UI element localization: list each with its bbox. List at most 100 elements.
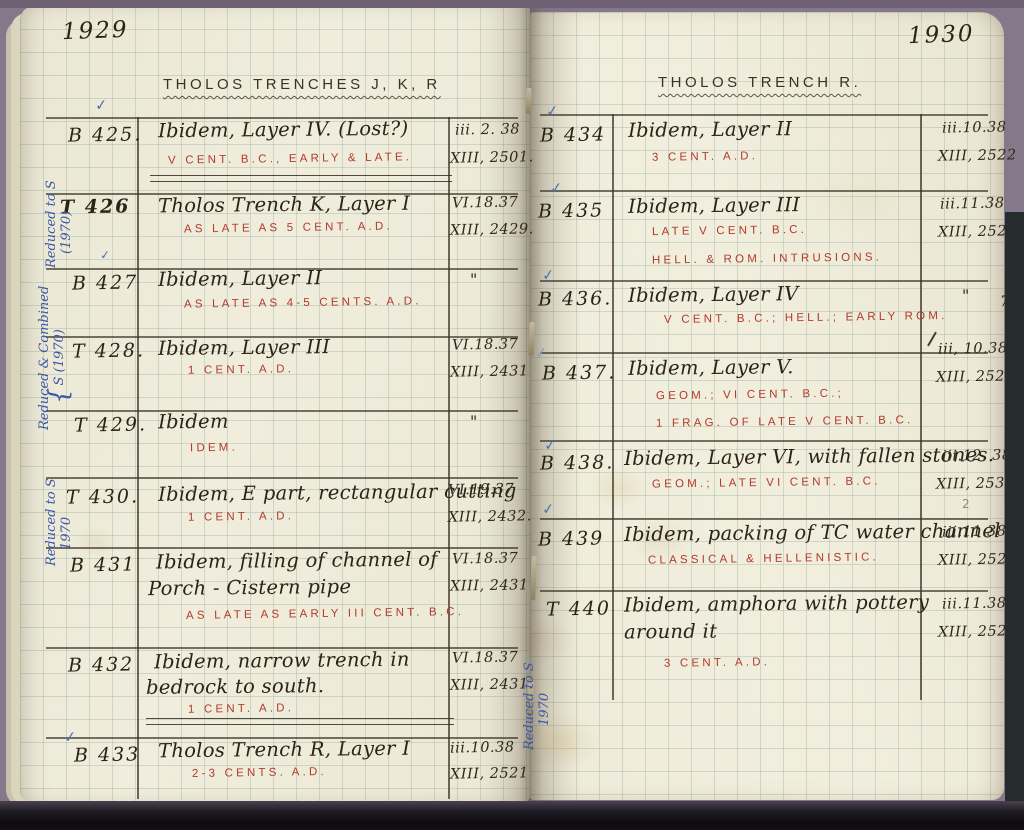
margin-note-line: (1970): [59, 210, 74, 254]
entry-description: Ibidem, Layer IV: [627, 282, 799, 307]
entry-negative-ref: XIII, 2429.: [449, 221, 534, 239]
column-rule: [612, 114, 614, 700]
book-cover-right: [1005, 212, 1024, 830]
entry-id: B 432: [67, 653, 135, 677]
entry-date: VI.18.37: [451, 336, 519, 354]
entry-period-note: 3 CENT. A.D.: [663, 656, 771, 670]
entry-date: iii, 10.38: [937, 340, 1008, 358]
check-icon: ✓: [545, 101, 560, 121]
row-rule: [540, 590, 988, 592]
column-rule: [448, 117, 450, 799]
entry-id: T 429.: [73, 413, 148, 437]
entry-date-ditto: ": [961, 285, 971, 306]
brace-glyph: {: [44, 387, 74, 404]
entry-id: B 438.: [539, 451, 615, 475]
entry-negative-ref: XIII, 2431: [449, 363, 529, 381]
entry-id: B 436.: [537, 287, 613, 311]
ref-correction: 2: [962, 497, 970, 511]
check-icon: ✓: [541, 499, 556, 519]
row-rule: [540, 440, 988, 442]
entry-description: Tholos Trench R, Layer I: [157, 736, 411, 763]
column-rule: [920, 114, 922, 700]
page-title-left: THOLOS TRENCHES J, K, R: [163, 76, 441, 93]
entry-period-note: IDEM.: [189, 441, 239, 455]
row-rule: [46, 410, 518, 412]
margin-note-line: {S (1970): [44, 329, 74, 404]
entry-id: B 427: [71, 271, 139, 295]
row-rule: [540, 114, 988, 116]
check-icon: ✓: [99, 247, 111, 263]
entry-id: B 437.: [541, 361, 617, 385]
margin-note-line: Reduced & Combined: [37, 285, 52, 430]
check-icon: ✓: [541, 265, 556, 285]
row-rule: [46, 117, 518, 119]
right-page: [530, 12, 1004, 800]
entry-description-line2: bedrock to south.: [145, 674, 325, 699]
entry-period-note: 3 CENT. A.D.: [651, 150, 759, 164]
entry-negative-ref: XIII, 2535: [935, 475, 1015, 493]
page-title-right: THOLOS TRENCH R.: [658, 74, 862, 91]
row-rule: [540, 518, 988, 520]
entry-description: Ibidem, narrow trench in: [153, 647, 410, 674]
entry-description: Ibidem, Layer V.: [627, 355, 794, 380]
entry-period-note: 1 CENT. A.D.: [187, 363, 295, 377]
entry-date: VI.18.37: [451, 194, 519, 212]
row-rule: [46, 647, 518, 649]
entry-description: Ibidem, Layer II: [627, 117, 793, 142]
book-cover-bottom: [0, 801, 1024, 830]
entry-period-note: 1 CENT. A.D.: [187, 510, 295, 524]
entry-date: VI.18.37: [451, 550, 519, 568]
entry-date-ditto: ": [469, 411, 479, 432]
entry-id: B 431: [69, 553, 137, 577]
check-icon: ✓: [549, 178, 564, 198]
column-rule: [137, 117, 139, 799]
entry-date: iii. 2. 38: [454, 121, 521, 139]
double-rule: [150, 175, 452, 182]
row-rule: [46, 547, 518, 549]
stitch-mark: [525, 87, 532, 115]
row-rule: [46, 268, 518, 270]
margin-note-combined-428-429: Reduced & Combined {S (1970): [37, 285, 74, 430]
double-rule: [146, 718, 454, 725]
row-rule: [46, 737, 518, 739]
entry-description: Ibidem, Layer II: [157, 266, 323, 291]
entry-period-note: 1 CENT. A.D.: [187, 702, 295, 716]
margin-note-line: 1970: [537, 692, 552, 726]
margin-note-line: Reduced to S: [44, 478, 59, 566]
entry-date: iii.11.38: [941, 523, 1007, 541]
entry-id: B 434: [539, 123, 607, 147]
entry-negative-ref: XIII, 2501.: [449, 149, 534, 167]
page-number-left: 1929: [61, 16, 129, 46]
entry-id: T 428.: [71, 339, 146, 363]
margin-note-reduced-440: Reduced to S 1970: [522, 662, 552, 750]
entry-period-note: LATE V CENT. B.C.: [651, 223, 808, 239]
entry-date-ditto: ": [469, 269, 479, 290]
entry-date: iii.12. 38: [941, 447, 1012, 465]
entry-negative-ref: XIII, 2521: [449, 765, 529, 783]
entry-period-note: 2-3 CENTS. A.D.: [191, 766, 327, 780]
entry-description: Ibidem, Layer VI, with fallen stones.: [623, 443, 995, 470]
entry-description-line2: around it: [623, 619, 718, 644]
book-cover-top: [0, 0, 1024, 8]
margin-note-reduced-426: Reduced to S (1970): [44, 180, 74, 268]
check-icon: ✓: [94, 95, 109, 115]
entry-description: Ibidem, filling of channel of: [155, 547, 438, 574]
entry-id: T 430.: [65, 485, 140, 509]
check-icon: ✓: [534, 343, 549, 363]
page-number-right: 1930: [907, 20, 975, 50]
row-rule: [46, 477, 518, 479]
entry-id: B 439: [537, 527, 605, 551]
margin-note-line: Reduced to S: [522, 662, 537, 750]
row-rule: [540, 352, 988, 354]
entry-date: iii.11.38: [941, 595, 1007, 613]
row-rule: [540, 280, 988, 282]
margin-note-line: Reduced to S: [44, 180, 59, 268]
entry-date: VI.18.37: [451, 649, 519, 667]
entry-id: B 435: [537, 199, 605, 223]
entry-negative-ref: XIII, 2522: [937, 147, 1017, 165]
left-page: [20, 6, 530, 802]
entry-date: VI.19.37: [447, 481, 515, 499]
entry-description: Ibidem, Layer III: [627, 193, 801, 218]
entry-negative-ref: XIII, 2431: [449, 577, 529, 595]
